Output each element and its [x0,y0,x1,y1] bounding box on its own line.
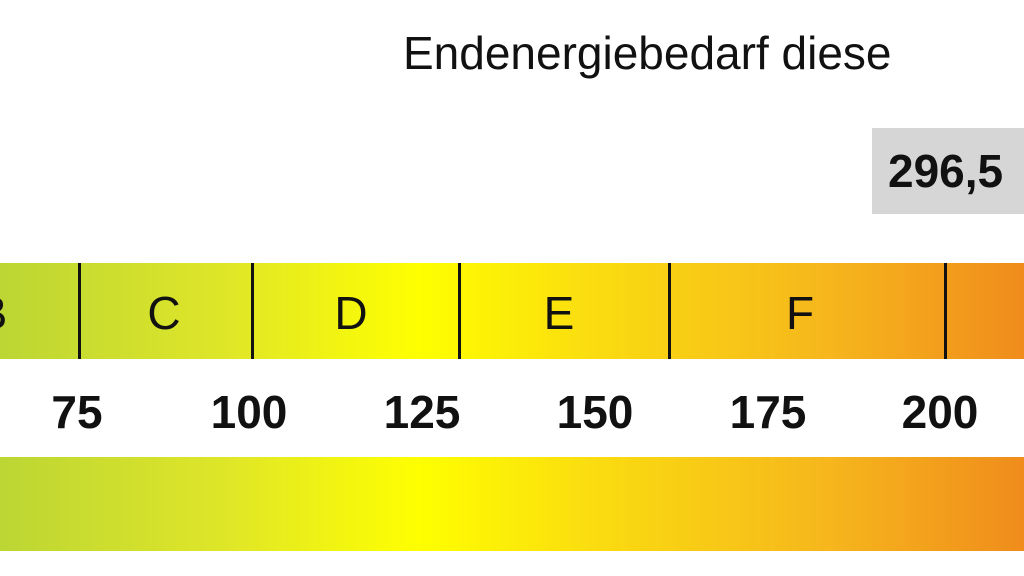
class-label-e: E [543,287,575,339]
class-divider [78,263,81,359]
class-divider [458,263,461,359]
class-label-d: D [334,287,368,339]
energy-demand-title: Endenergiebedarf diese [403,27,892,79]
class-label-f: F [785,287,815,339]
class-divider [251,263,254,359]
tick-label: 200 [901,386,979,438]
tick-label: 150 [556,386,634,438]
energy-gradient-bar [0,457,1024,551]
tick-label: 125 [383,386,461,438]
energy-demand-value: 296,5 [888,145,1004,197]
class-divider [944,263,947,359]
tick-label: 175 [729,386,807,438]
tick-label: 100 [210,386,288,438]
value-box [872,128,1024,214]
tick-label: 75 [51,386,103,438]
class-divider [668,263,671,359]
class-label-c: C [147,287,181,339]
class-label-b: B [0,286,7,340]
efficiency-class-bar [0,263,1024,359]
